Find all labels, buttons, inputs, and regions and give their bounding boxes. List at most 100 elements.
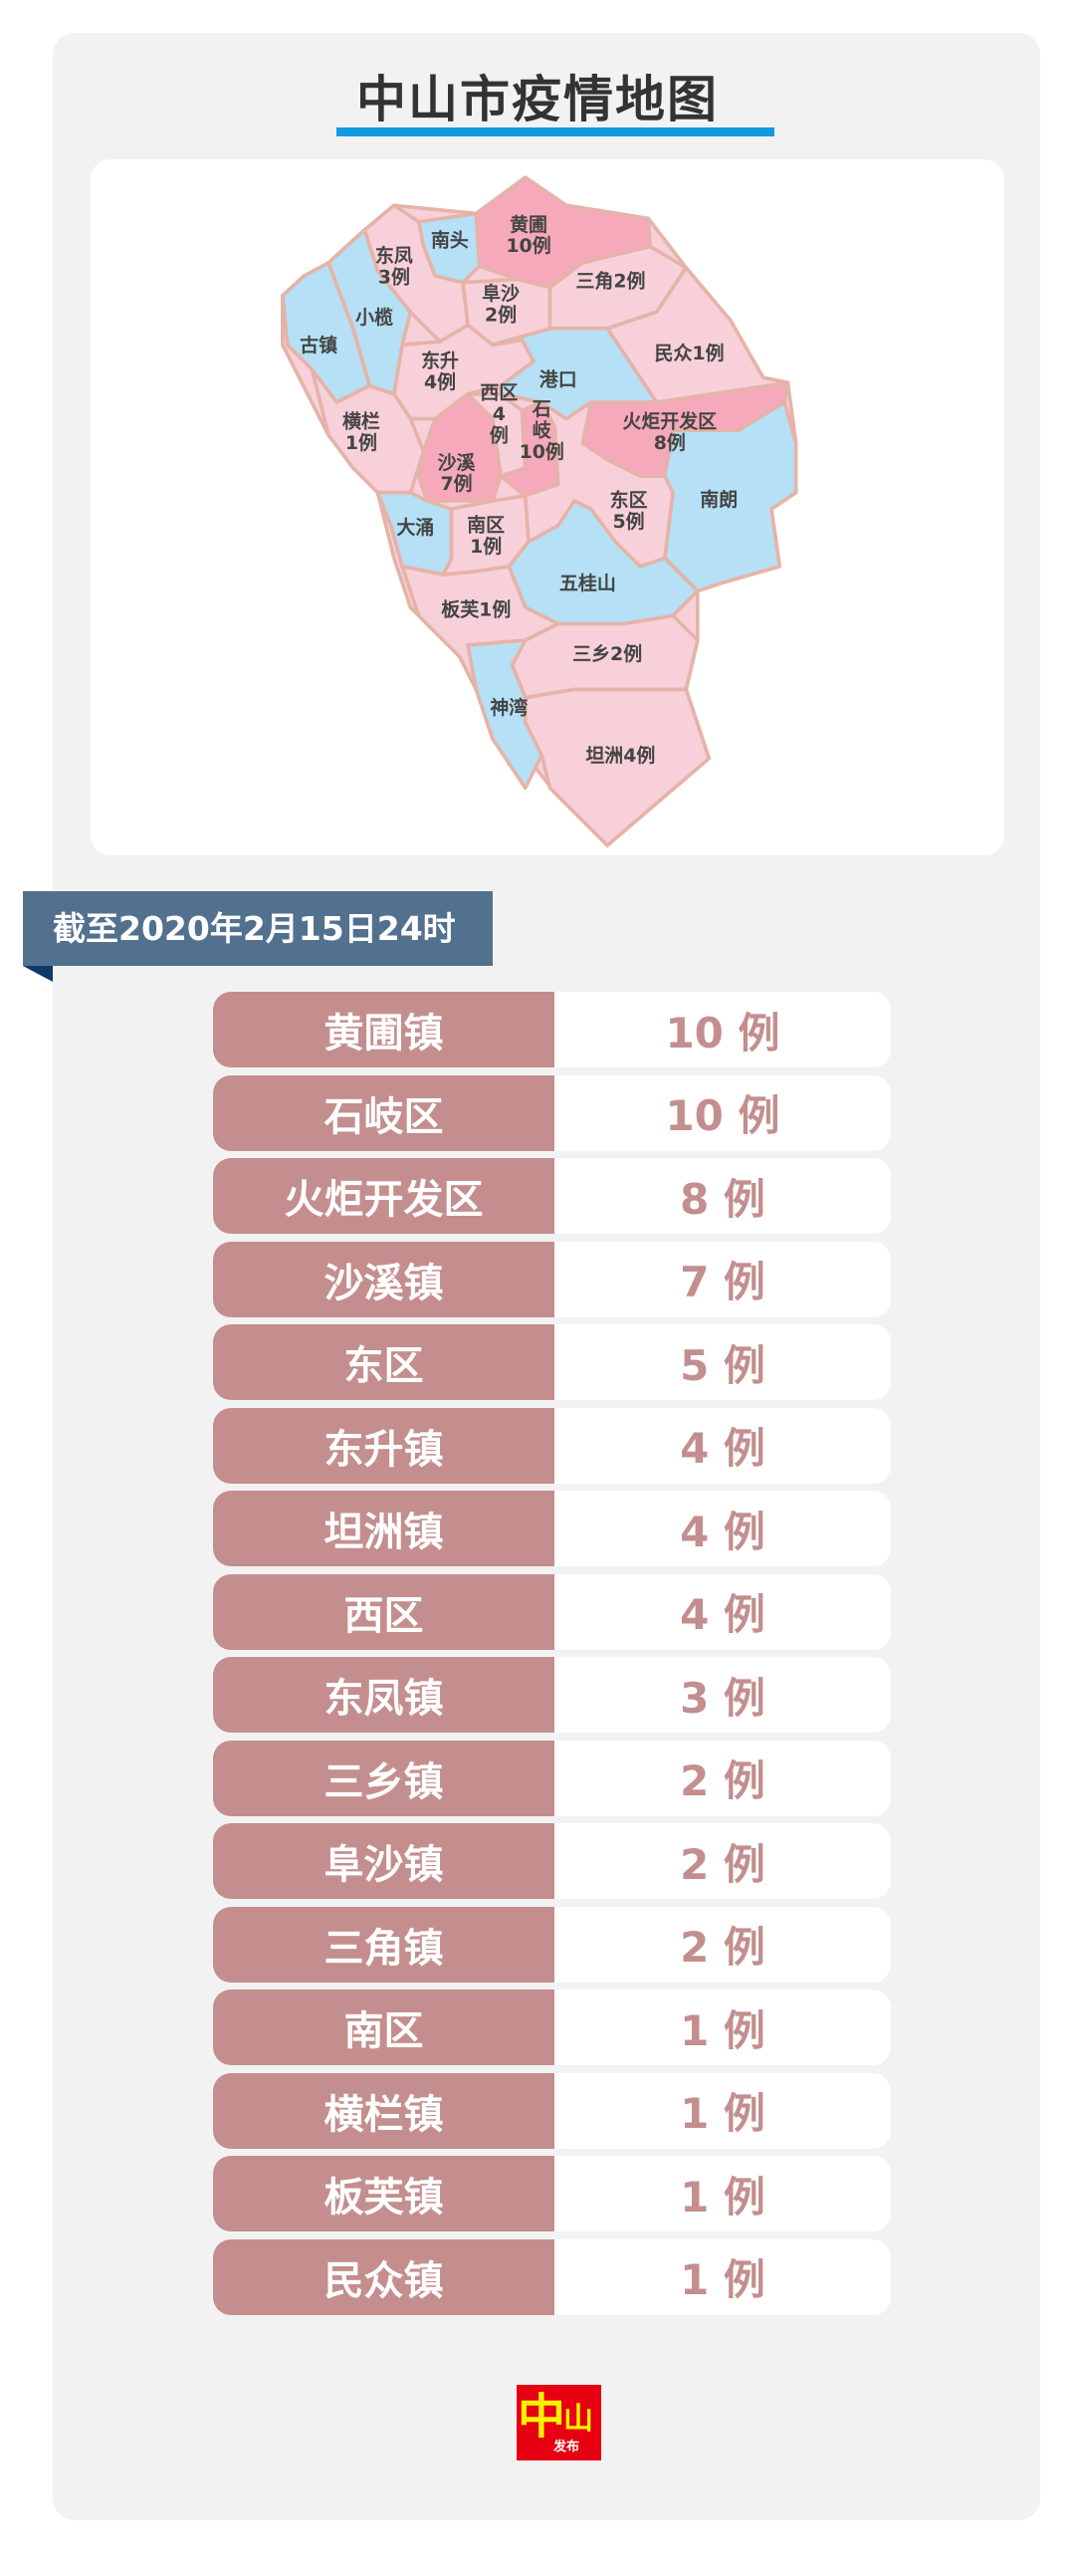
table-row: 火炬开发区 8 例	[213, 1158, 891, 1234]
map-label: 南区 1例	[467, 514, 505, 557]
map-label: 港口	[539, 369, 577, 391]
district-name: 坦洲镇	[213, 1491, 554, 1566]
table-row: 石岐区 10 例	[213, 1074, 891, 1151]
map-label-line: 东区	[610, 489, 648, 512]
region-tanzhou[interactable]	[523, 687, 712, 847]
map-label-line: 民众1例	[655, 342, 725, 364]
table-row: 三乡镇 2 例	[213, 1740, 891, 1816]
map-label-line: 东升	[421, 350, 459, 372]
table-row: 东区 5 例	[213, 1324, 891, 1400]
map-label: 坦洲4例	[585, 744, 655, 767]
district-name: 东升镇	[213, 1407, 554, 1484]
page-title: 中山市疫情地图	[356, 71, 719, 128]
map-label: 横栏 1例	[342, 410, 380, 454]
case-count: 2 例	[680, 1923, 765, 1972]
table-row: 东凤镇 3 例	[213, 1657, 891, 1733]
case-count: 2 例	[680, 1756, 765, 1805]
district-name: 横栏镇	[213, 2072, 554, 2149]
map-label-line: 4	[493, 403, 506, 425]
map-label-line: 岐	[533, 420, 551, 442]
map-label-line: 五桂山	[559, 572, 616, 594]
map-label-line: 1例	[345, 431, 377, 454]
map-label-line: 东凤	[375, 244, 413, 267]
table-row: 横栏镇 1 例	[213, 2072, 891, 2149]
table-row: 西区 4 例	[213, 1573, 891, 1650]
case-count: 10 例	[665, 1091, 780, 1140]
table-row: 阜沙镇 2 例	[213, 1823, 891, 1899]
district-name: 东凤镇	[213, 1657, 554, 1733]
map-label: 西区 4 例	[480, 382, 518, 447]
map-label-line: 三角2例	[575, 270, 645, 293]
map-label: 东区 5例	[610, 489, 648, 533]
map-label-line: 古镇	[300, 334, 337, 356]
district-name: 板芙镇	[213, 2156, 554, 2231]
svg-text:中: 中	[518, 2389, 565, 2445]
svg-text:发布: 发布	[552, 2439, 579, 2455]
banner-fold	[23, 966, 53, 982]
map-label: 古镇	[300, 334, 337, 356]
district-name: 火炬开发区	[213, 1158, 554, 1234]
map-label-line: 横栏	[342, 410, 380, 433]
region-gangkou[interactable]	[490, 327, 659, 421]
case-count: 10 例	[665, 1008, 780, 1057]
table-row: 民众镇 1 例	[213, 2238, 891, 2315]
map-label: 东升 4例	[421, 350, 459, 393]
case-count: 4 例	[680, 1590, 765, 1639]
case-count: 2 例	[680, 1839, 765, 1889]
district-name: 沙溪镇	[213, 1241, 554, 1317]
map-label-line: 西区	[480, 382, 518, 404]
map-label-line: 3例	[378, 266, 410, 289]
map-label-line: 大涌	[396, 516, 434, 539]
region-shiqi[interactable]	[499, 400, 560, 498]
map-label: 小榄	[355, 306, 393, 329]
map-label: 石岐 10例	[520, 398, 564, 463]
district-name: 民众镇	[213, 2238, 554, 2315]
map-label-line: 5例	[613, 510, 645, 533]
map-label: 黄圃 10例	[506, 213, 550, 257]
epidemic-map: 黄圃 10例 南头 东凤 3例 小榄 古镇 阜沙 2例 三角2例 民众1例 东升 4例 港口 横栏 1例 西区 4…	[91, 159, 1004, 855]
table-row: 东升镇 4 例	[213, 1407, 891, 1484]
title-underline	[336, 127, 774, 136]
table-row: 黄圃镇 10 例	[213, 992, 891, 1067]
region-nanlang[interactable]	[663, 400, 798, 593]
case-count: 4 例	[680, 1507, 765, 1556]
map-label-line: 阜沙	[482, 282, 520, 305]
district-name: 三角镇	[213, 1906, 554, 1983]
table-row: 沙溪镇 7 例	[213, 1241, 891, 1317]
map-label: 民众1例	[655, 342, 725, 364]
case-count: 8 例	[680, 1174, 765, 1224]
map-label: 三乡2例	[572, 642, 642, 665]
map-label: 三角2例	[575, 270, 645, 293]
map-label: 火炬开发区 8例	[622, 410, 717, 454]
map-label: 板芙1例	[441, 597, 511, 620]
case-count: 7 例	[680, 1258, 765, 1306]
map-label: 五桂山	[559, 572, 616, 594]
district-name: 西区	[213, 1573, 554, 1650]
map-label-line: 10例	[520, 440, 564, 463]
map-label-line: 神湾	[490, 696, 528, 719]
table-row: 板芙镇 1 例	[213, 2156, 891, 2231]
case-count: 1 例	[680, 2172, 765, 2222]
map-label-line: 沙溪	[438, 452, 477, 474]
table-row: 坦洲镇 4 例	[213, 1491, 891, 1566]
map-label-line: 7例	[440, 472, 472, 495]
case-count: 1 例	[680, 2005, 765, 2055]
map-label-line: 10例	[506, 234, 550, 257]
map-label-line: 4例	[424, 370, 456, 393]
map-label-line: 南朗	[700, 489, 738, 511]
map-label-line: 南区	[467, 514, 505, 536]
district-name: 南区	[213, 1990, 554, 2065]
map-label: 东凤 3例	[375, 244, 413, 288]
map-label-line: 火炬开发区	[622, 410, 717, 433]
case-count: 5 例	[680, 1340, 765, 1390]
date-banner: 截至2020年2月15日24时	[23, 891, 493, 966]
map-label-line: 南头	[431, 229, 469, 251]
map-label-line: 黄圃	[510, 213, 547, 236]
map-label: 神湾	[490, 696, 528, 719]
map-label: 沙溪 7例	[438, 452, 477, 495]
map-label-line: 例	[490, 424, 509, 447]
zhongshan-fabu-logo: 中 山 发布	[514, 2381, 602, 2462]
svg-text:山: 山	[563, 2402, 593, 2437]
map-label-line: 2例	[485, 303, 517, 326]
